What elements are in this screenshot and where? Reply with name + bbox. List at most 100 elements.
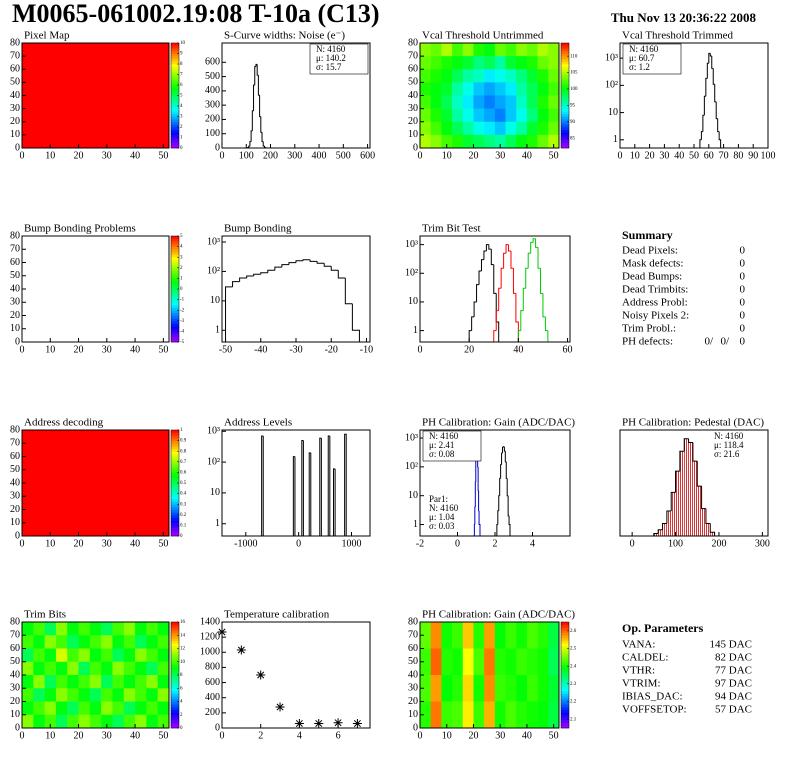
y-tick-label: 0 [15, 722, 20, 733]
histogram-bin [253, 84, 255, 111]
palette [171, 696, 179, 700]
histogram-fill [705, 523, 711, 536]
palette [171, 108, 179, 112]
heatmap-cell [78, 701, 91, 716]
histogram-bin [500, 464, 502, 479]
palette [171, 637, 179, 641]
stats-text: μ: 118.4 [714, 440, 744, 450]
palette [171, 469, 179, 473]
histogram-bin [505, 244, 509, 254]
palette [561, 627, 569, 631]
y-tick-label: 400 [205, 692, 220, 703]
palette-tick-label: 2.1 [570, 717, 577, 722]
histogram-bin [498, 495, 500, 511]
palette [561, 48, 569, 52]
x-tick-label: 30 [495, 730, 505, 741]
palette-tick-label: 0 [180, 146, 183, 151]
heatmap-cell [78, 688, 91, 702]
palette [561, 43, 569, 46]
palette [171, 331, 179, 335]
palette [171, 720, 179, 723]
heatmap-cell [135, 675, 147, 689]
stats-text: σ: 21.6 [714, 449, 740, 459]
histogram-fill [653, 533, 659, 536]
palette-tick-label: 9 [180, 52, 183, 57]
heatmap-cell [89, 688, 102, 702]
palette-tick-label: 8 [180, 62, 183, 67]
x-tick-label: -2 [416, 538, 424, 549]
heatmap-cell [22, 688, 34, 702]
palette [171, 651, 179, 655]
heatmap-cell [494, 82, 506, 96]
marker [333, 718, 343, 728]
heatmap-cell [430, 95, 442, 109]
palette [561, 651, 569, 655]
heatmap-cell [484, 43, 496, 57]
heatmap-cell [123, 714, 136, 729]
histogram-bin [705, 77, 708, 97]
palette [171, 71, 179, 75]
palette [171, 283, 179, 287]
palette-tick-label: 6 [180, 686, 183, 691]
heatmap-cell [452, 108, 464, 123]
histogram-bin [262, 141, 265, 147]
palette [171, 64, 179, 67]
x-tick-label: 40 [522, 730, 532, 741]
heatmap-cell [494, 622, 506, 649]
heatmap-cell [420, 648, 431, 676]
palette-tick-label: 2.2 [570, 700, 577, 705]
histogram-bin [505, 461, 508, 479]
palette-tick-label: 0.6 [180, 471, 187, 476]
x-tick-label: 0 [418, 344, 423, 355]
palette [561, 142, 569, 146]
histogram-bin [246, 275, 254, 278]
histogram-fill [666, 511, 672, 536]
x-tick-label: 60 [563, 344, 573, 355]
palette [171, 79, 179, 83]
histogram-bin [679, 450, 685, 472]
summary-label: PH defects: [622, 336, 673, 348]
summary-value: 0 [740, 323, 746, 335]
summary-label: Noisy Pixels 2: [622, 310, 689, 322]
palette [561, 622, 569, 625]
palette [171, 265, 179, 269]
palette [171, 709, 179, 713]
histogram-bin [316, 261, 325, 264]
histogram-bin [267, 269, 275, 273]
heatmap-cell [101, 622, 113, 636]
palette [171, 632, 179, 636]
palette-tick-label: 0.9 [180, 439, 187, 444]
heatmap-cell [22, 43, 170, 149]
palette [171, 682, 179, 686]
x-tick-label: 100 [239, 150, 254, 161]
palette-tick-label: 4 [180, 700, 183, 705]
heatmap-cell [67, 688, 79, 702]
histogram-bin [249, 141, 252, 147]
heatmap-cell [505, 134, 517, 149]
heatmap-cell [548, 69, 560, 83]
histogram-bin [256, 64, 259, 76]
heatmap-cell [420, 134, 431, 149]
palette [171, 103, 179, 107]
y-tick-label: 30 [10, 491, 20, 502]
histogram-bin [308, 452, 311, 536]
x-tick-label: 4 [530, 538, 535, 549]
y-tick-label: 70 [10, 630, 20, 641]
heatmap-cell [33, 714, 45, 729]
parameter-label: VOFFSETOP: [622, 704, 687, 716]
heatmap-cell [112, 622, 125, 636]
heatmap-cell [462, 43, 474, 57]
palette [171, 95, 179, 99]
palette [171, 259, 179, 263]
heatmap-cell [526, 701, 538, 729]
heatmap-cell [505, 69, 517, 83]
heatmap-cell [430, 43, 442, 57]
heatmap-cell [548, 675, 560, 702]
histogram-bin [294, 456, 302, 537]
palette [171, 241, 179, 245]
histogram-bin [327, 435, 330, 536]
histogram-bin [539, 268, 543, 294]
histogram-bin [498, 287, 502, 311]
heatmap-cell [157, 675, 170, 689]
